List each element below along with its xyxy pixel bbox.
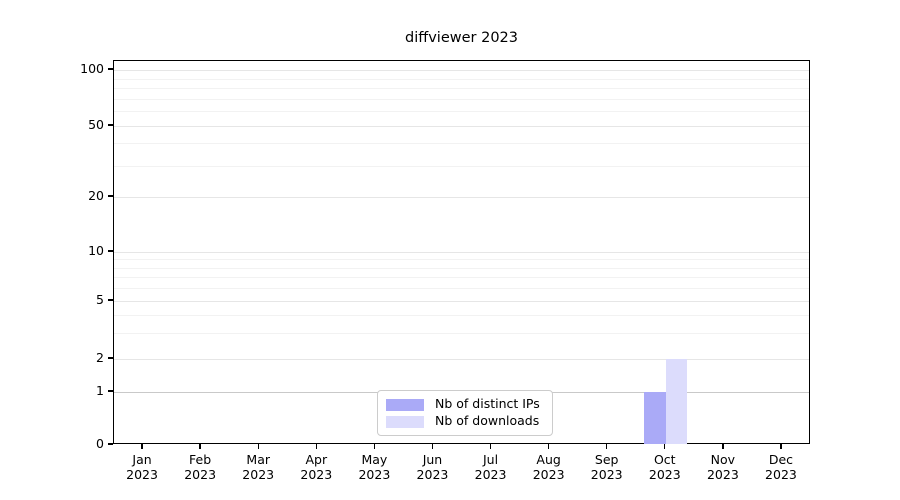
plot-area — [113, 60, 810, 444]
y-axis-tick-label: 100 — [80, 60, 104, 76]
gridline — [114, 359, 809, 360]
y-axis-tick — [108, 250, 113, 252]
x-tick-year: 2023 — [532, 467, 565, 482]
chart-legend: Nb of distinct IPs Nb of downloads — [377, 390, 553, 436]
gridline — [114, 267, 809, 269]
legend-swatch-distinct-ips — [386, 398, 424, 411]
x-tick-year: 2023 — [358, 467, 391, 482]
legend-label-downloads: Nb of downloads — [435, 413, 540, 429]
x-tick-year: 2023 — [590, 467, 623, 482]
y-axis-tick-label: 1 — [96, 382, 104, 398]
gridline — [114, 288, 809, 290]
x-tick-year: 2023 — [648, 467, 681, 482]
x-tick-year: 2023 — [300, 467, 333, 482]
bar-downloads — [665, 359, 688, 444]
x-axis-tick — [664, 444, 666, 449]
x-axis-tick-label: Jun 2023 — [397, 452, 467, 482]
x-tick-year: 2023 — [242, 467, 275, 482]
x-axis-tick — [315, 444, 317, 449]
gridline — [114, 277, 809, 279]
legend-label-distinct-ips: Nb of distinct IPs — [435, 396, 540, 412]
x-tick-month: Nov — [710, 452, 736, 467]
y-axis-tick-label: 2 — [96, 349, 104, 365]
x-tick-month: May — [361, 452, 388, 467]
x-axis-tick — [606, 444, 608, 449]
x-tick-month: Aug — [536, 452, 561, 467]
x-tick-year: 2023 — [184, 467, 217, 482]
x-axis-tick — [373, 444, 376, 449]
gridline — [114, 197, 809, 198]
x-tick-year: 2023 — [765, 467, 797, 482]
x-axis-tick — [722, 444, 724, 449]
chart-title: diffviewer 2023 — [404, 30, 518, 46]
bar-distinct-ips — [644, 392, 666, 444]
gridline — [114, 315, 809, 317]
legend-swatch-downloads — [386, 415, 424, 428]
x-axis-tick — [547, 444, 550, 449]
x-axis-tick — [141, 444, 143, 449]
x-tick-year: 2023 — [416, 467, 449, 482]
x-tick-month: Jan — [132, 452, 152, 467]
y-axis-tick — [108, 443, 113, 445]
x-axis-tick-label: Jan 2023 — [107, 452, 177, 482]
y-axis-tick — [108, 124, 113, 126]
x-tick-month: Oct — [653, 452, 676, 467]
x-axis-tick-label: Sep 2023 — [572, 452, 642, 482]
x-tick-month: Apr — [305, 452, 328, 467]
gridline — [114, 252, 809, 253]
x-axis-tick — [431, 444, 434, 449]
gridline — [114, 259, 809, 261]
gridline — [114, 88, 809, 89]
x-tick-month: Sep — [594, 452, 619, 467]
x-axis-tick-label: May 2023 — [339, 452, 409, 482]
y-axis-tick-label: 10 — [88, 242, 104, 258]
gridline — [114, 70, 809, 71]
y-axis-tick — [108, 299, 113, 301]
y-axis-tick-labels: 0 1 2 5 10 20 50 100 — [40, 0, 104, 500]
x-axis-tick-label: Dec 2023 — [746, 452, 816, 482]
gridline — [114, 333, 809, 335]
y-axis-tick — [108, 390, 113, 392]
x-axis-tick-label: Mar 2023 — [223, 452, 293, 482]
gridline — [114, 78, 809, 80]
gridline — [114, 301, 809, 302]
gridline — [114, 126, 809, 127]
x-tick-month: Mar — [246, 452, 270, 467]
y-axis-tick-label: 50 — [88, 116, 104, 132]
bars-layer — [114, 61, 809, 444]
x-axis-tick — [257, 444, 259, 449]
x-axis-tick-label: Nov 2023 — [688, 452, 758, 482]
x-tick-year: 2023 — [126, 467, 158, 482]
x-tick-month: Jun — [422, 452, 443, 467]
x-tick-month: Jul — [482, 452, 499, 467]
x-tick-month: Feb — [189, 452, 212, 467]
gridline — [114, 143, 809, 145]
x-tick-year: 2023 — [706, 467, 739, 482]
x-axis-tick — [489, 444, 492, 449]
y-axis-tick — [108, 68, 113, 70]
y-axis-tick — [108, 195, 113, 197]
x-axis-tick-label: Apr 2023 — [281, 452, 351, 482]
x-tick-year: 2023 — [474, 467, 507, 482]
legend-item: Nb of downloads — [386, 413, 544, 430]
legend-item: Nb of distinct IPs — [386, 396, 544, 413]
y-axis-tick-label: 0 — [96, 435, 104, 451]
gridline — [114, 98, 809, 100]
x-axis-tick-label: Feb 2023 — [165, 452, 235, 482]
gridline — [114, 165, 809, 167]
gridlines — [114, 61, 809, 443]
x-axis-tick-label: Aug 2023 — [514, 452, 584, 482]
x-axis-tick-label: Jul 2023 — [456, 452, 526, 482]
y-axis-tick-label: 20 — [88, 187, 104, 203]
gridline — [114, 111, 809, 113]
y-axis-tick-label: 5 — [96, 291, 104, 307]
x-tick-month: Dec — [768, 452, 794, 467]
x-axis-tick — [780, 444, 782, 449]
y-axis-tick — [108, 357, 113, 359]
x-axis-tick — [199, 444, 201, 449]
x-axis-tick-label: Oct 2023 — [630, 452, 700, 482]
